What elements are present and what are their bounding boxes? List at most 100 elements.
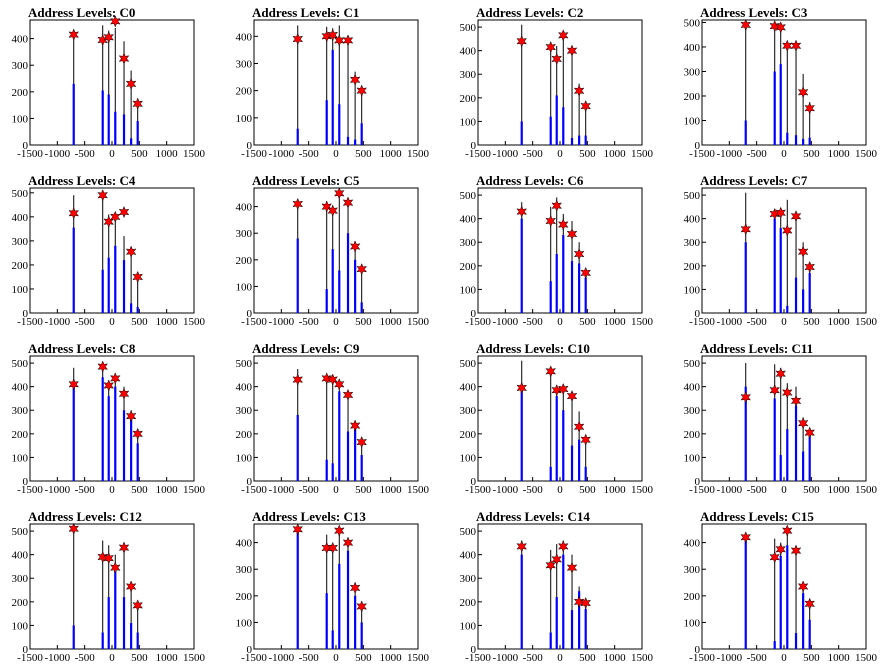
x-tick-label: -1000 — [268, 652, 294, 664]
x-tick-label: 1500 — [855, 652, 878, 664]
x-tick-label: 1500 — [407, 652, 430, 664]
y-tick-label: 0 — [695, 140, 701, 152]
y-tick-label: 200 — [684, 261, 701, 273]
peak-star-marker — [775, 206, 787, 219]
x-tick-label: 1000 — [156, 484, 179, 496]
peak-star-marker — [333, 378, 345, 391]
peak-star-marker — [781, 224, 793, 237]
chart-title: Address Levels: C15 — [700, 509, 814, 524]
x-tick-label: -1500 — [241, 148, 267, 160]
y-tick-label: 400 — [684, 382, 701, 394]
x-tick-label: 0 — [109, 652, 115, 664]
peak-star-marker — [790, 394, 802, 407]
x-tick-label: -1500 — [241, 484, 267, 496]
x-tick-label: -1500 — [689, 652, 715, 664]
peak-star-marker — [797, 580, 809, 593]
peak-star-marker — [580, 596, 592, 610]
y-tick-label: 300 — [684, 237, 701, 249]
peak-star-marker — [551, 199, 563, 212]
peak-star-marker — [516, 381, 528, 395]
peak-star-marker — [356, 435, 368, 449]
chart-title: Address Levels: C10 — [476, 341, 590, 356]
y-tick-label: 0 — [471, 140, 477, 152]
y-tick-label: 0 — [247, 140, 253, 152]
peak-star-marker — [349, 581, 361, 595]
plot-frame — [701, 187, 867, 314]
histogram-panel: Address Levels: C11 0 100 200 300 400 500 -1500… — [684, 341, 878, 496]
chart-title: Address Levels: C5 — [252, 173, 360, 188]
peak-star-marker — [797, 417, 809, 430]
x-tick-label: -1000 — [492, 148, 518, 160]
chart-title: Address Levels: C3 — [700, 5, 808, 20]
peak-star-marker — [557, 382, 569, 396]
x-tick-label: -1500 — [465, 652, 491, 664]
x-tick-label: 1000 — [604, 652, 627, 664]
peak-star-marker — [580, 266, 592, 280]
y-tick-label: 200 — [460, 597, 477, 609]
x-tick-label: 1500 — [631, 652, 654, 664]
peak-star-marker — [566, 561, 578, 574]
y-tick-label: 0 — [695, 644, 701, 656]
peak-star-marker — [566, 389, 578, 403]
y-tick-label: 400 — [460, 214, 477, 226]
peak-star-marker — [580, 99, 592, 113]
peak-star-marker — [292, 373, 304, 386]
y-tick-label: 300 — [236, 228, 253, 240]
x-tick-label: 0 — [333, 652, 339, 664]
x-tick-label: -500 — [747, 316, 768, 328]
histogram-panel: Address Levels: C10 0 100 200 300 400 500 -1500… — [460, 341, 654, 496]
chart-title: Address Levels: C14 — [476, 509, 590, 524]
x-tick-label: 1000 — [828, 484, 851, 496]
y-tick-label: 0 — [23, 308, 29, 320]
x-tick-label: 1500 — [407, 316, 430, 328]
peak-star-marker — [292, 32, 304, 46]
x-tick-label: 1500 — [855, 484, 878, 496]
y-tick-label: 500 — [460, 22, 477, 34]
y-tick-label: 100 — [236, 452, 253, 464]
y-tick-label: 400 — [12, 212, 29, 224]
peak-star-marker — [775, 367, 787, 380]
y-tick-label: 300 — [684, 405, 701, 417]
peak-star-marker — [132, 97, 144, 110]
x-tick-label: -1000 — [492, 652, 518, 664]
peak-star-marker — [797, 86, 809, 99]
y-tick-label: 200 — [460, 429, 477, 441]
x-tick-label: 1500 — [183, 484, 206, 496]
x-tick-label: 1000 — [156, 316, 179, 328]
y-tick-label: 200 — [12, 429, 29, 441]
y-tick-label: 300 — [12, 573, 29, 585]
x-tick-label: 1000 — [828, 652, 851, 664]
x-tick-label: -500 — [299, 652, 320, 664]
peak-star-marker — [740, 531, 752, 544]
peak-star-marker — [545, 559, 557, 572]
chart-title: Address Levels: C0 — [28, 5, 135, 20]
peak-star-marker — [580, 433, 592, 446]
histogram-panel: Address Levels: C14 0 100 200 300 400 500 -1500… — [460, 509, 654, 664]
y-tick-label: 300 — [460, 405, 477, 417]
plot-frame — [477, 355, 643, 482]
x-tick-label: -1500 — [241, 316, 267, 328]
y-tick-label: 300 — [12, 236, 29, 248]
x-tick-label: 1500 — [183, 316, 206, 328]
peak-star-marker — [342, 388, 354, 402]
peak-star-marker — [545, 214, 557, 228]
peak-star-marker — [118, 205, 130, 219]
y-tick-label: 100 — [12, 620, 29, 632]
x-tick-label: 500 — [803, 148, 820, 160]
y-tick-label: 100 — [684, 115, 701, 127]
y-tick-label: 0 — [23, 476, 29, 488]
x-tick-label: 0 — [109, 484, 115, 496]
x-tick-label: 500 — [355, 484, 372, 496]
peak-star-marker — [566, 227, 578, 241]
x-tick-label: 1500 — [407, 148, 430, 160]
y-tick-label: 200 — [236, 86, 253, 98]
chart-title: Address Levels: C1 — [252, 5, 359, 20]
x-tick-label: 0 — [557, 652, 563, 664]
x-tick-label: -1000 — [44, 316, 70, 328]
x-tick-label: 500 — [579, 148, 596, 160]
x-tick-label: -1500 — [17, 316, 43, 328]
y-tick-label: 300 — [460, 573, 477, 585]
x-tick-label: 0 — [333, 484, 339, 496]
y-tick-label: 400 — [236, 202, 253, 214]
y-tick-label: 0 — [247, 644, 253, 656]
